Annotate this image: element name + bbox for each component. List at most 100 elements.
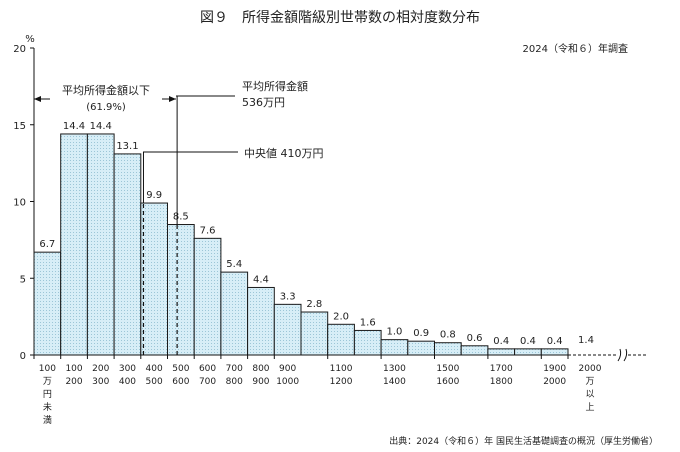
bar-value-label: 1.6	[360, 317, 376, 328]
bar	[113, 153, 142, 356]
bar-value-label: 2.0	[333, 311, 349, 322]
x-tick-label-top: 1300	[383, 364, 406, 374]
x-tick-label-bottom: 1400	[383, 377, 406, 387]
bar	[60, 133, 88, 356]
bar	[434, 342, 462, 356]
bar-value-label: 9.9	[146, 190, 162, 201]
y-axis: 0 5 10 15 20	[13, 44, 35, 362]
x-tick-label-bottom: 300	[92, 377, 109, 387]
x-tick-label-top: 100	[39, 364, 56, 374]
bar	[273, 303, 302, 356]
chart-title: 図９ 所得金額階級別世帯数の相対度数分布	[200, 9, 480, 26]
bar	[327, 323, 355, 356]
bar-value-label: 0.9	[413, 328, 429, 339]
bar-value-label: 0.4	[547, 336, 563, 347]
x-tick-label-top: 600	[199, 364, 216, 374]
bar-value-label: 4.4	[253, 274, 269, 285]
x-tick-label-top: 500	[172, 364, 189, 374]
bar-value-label: 0.4	[493, 336, 509, 347]
bar	[167, 224, 195, 356]
bar	[514, 348, 542, 356]
x-tick-label-top: 1700	[490, 364, 513, 374]
x-tick-label-top: 100	[65, 364, 82, 374]
x-tick-label-bottom: 200	[65, 377, 82, 387]
bar	[407, 340, 435, 356]
x-tick-label-bottom: 900	[252, 377, 269, 387]
x-tick-label-bottom: 1600	[436, 377, 459, 387]
below-mean-value: (61.9%)	[86, 102, 126, 113]
x-tick-label-extra: 未	[43, 401, 52, 413]
y-tick-label: 5	[20, 274, 26, 285]
x-tick-label-bottom: 1000	[276, 377, 299, 387]
survey-note: 2024（令和６）年調査	[523, 42, 628, 55]
bars	[33, 133, 648, 362]
x-tick-label-top: 800	[252, 364, 269, 374]
bar	[380, 339, 409, 356]
bar-value-label: 7.6	[200, 225, 216, 236]
bar-value-label: 0.4	[520, 336, 536, 347]
x-tick-label-top: 200	[92, 364, 109, 374]
bar-value-label: 14.4	[90, 121, 112, 132]
x-tick-label-bottom: 万	[43, 377, 52, 387]
x-tick-label-top: 400	[146, 364, 163, 374]
x-tick-label-top: 1900	[543, 364, 566, 374]
y-tick-label: 10	[13, 198, 26, 209]
y-axis-unit: %	[25, 34, 35, 45]
x-tick-label-bottom: 万	[585, 377, 594, 387]
x-tick-label-extra: 上	[585, 402, 594, 413]
bar	[247, 286, 275, 356]
bar	[86, 133, 115, 356]
x-tick-label-top: 2000	[579, 364, 602, 374]
bar-value-label: 13.1	[116, 141, 138, 152]
x-tick-label-top: 700	[226, 364, 243, 374]
x-tick-label-bottom: 700	[199, 377, 216, 387]
x-tick-label-bottom: 600	[172, 377, 189, 387]
x-tick-label-top: 1500	[436, 364, 459, 374]
x-tick-label-bottom: 500	[146, 377, 163, 387]
axis-break-mark	[617, 348, 622, 362]
mean-label: 平均所得金額	[242, 79, 308, 93]
x-tick-label-bottom: 800	[226, 377, 243, 387]
below-mean-label: 平均所得金額以下	[62, 83, 150, 97]
bar-value-label: 3.3	[280, 291, 296, 302]
x-tick-label-bottom: 1200	[330, 377, 353, 387]
bar-value-label: 1.4	[578, 335, 594, 346]
x-tick-label-top: 900	[279, 364, 296, 374]
bar-value-label: 1.0	[386, 327, 402, 338]
bar	[140, 202, 169, 356]
bar	[353, 329, 382, 356]
bar	[540, 348, 569, 356]
bar	[300, 311, 329, 356]
bar-value-label: 14.4	[63, 121, 85, 132]
below-mean-arrow-head-right	[169, 96, 176, 102]
x-tick-label-bottom: 400	[119, 377, 136, 387]
bar	[33, 251, 62, 356]
axis-break-mark	[623, 348, 628, 362]
x-tick-label-top: 300	[119, 364, 136, 374]
y-tick-label: 15	[13, 121, 26, 132]
bar	[193, 237, 222, 356]
value-labels: 6.7 14.4 14.4 13.1 9.9 8.5 7.6 5.4 4.4 3.3 2.8 2.0 1…	[39, 121, 594, 347]
below-mean-arrow-head-left	[34, 96, 41, 102]
bar-value-label: 0.6	[467, 333, 483, 344]
x-tick-label-extra: 以	[585, 390, 594, 400]
y-tick-label: 20	[13, 44, 26, 55]
bar	[460, 345, 489, 356]
mean-median-markers	[142, 96, 178, 355]
x-tick-label-bottom: 2000	[543, 377, 566, 387]
bar-value-label: 5.4	[226, 259, 242, 270]
bar-value-label: 6.7	[39, 239, 55, 250]
bar-value-label: 2.8	[306, 299, 322, 310]
bar	[487, 348, 516, 356]
bar	[220, 271, 249, 356]
x-tick-label-extra: 円	[43, 389, 52, 400]
below-mean-label-bg	[50, 80, 162, 114]
x-tick-label-top: 1100	[330, 364, 353, 374]
bar-value-label: 0.8	[440, 330, 456, 341]
mean-value: 536万円	[242, 96, 285, 109]
median-label: 中央値 410万円	[244, 147, 324, 160]
x-tick-label-bottom: 1800	[490, 377, 513, 387]
x-tick-label-extra: 満	[43, 415, 52, 426]
